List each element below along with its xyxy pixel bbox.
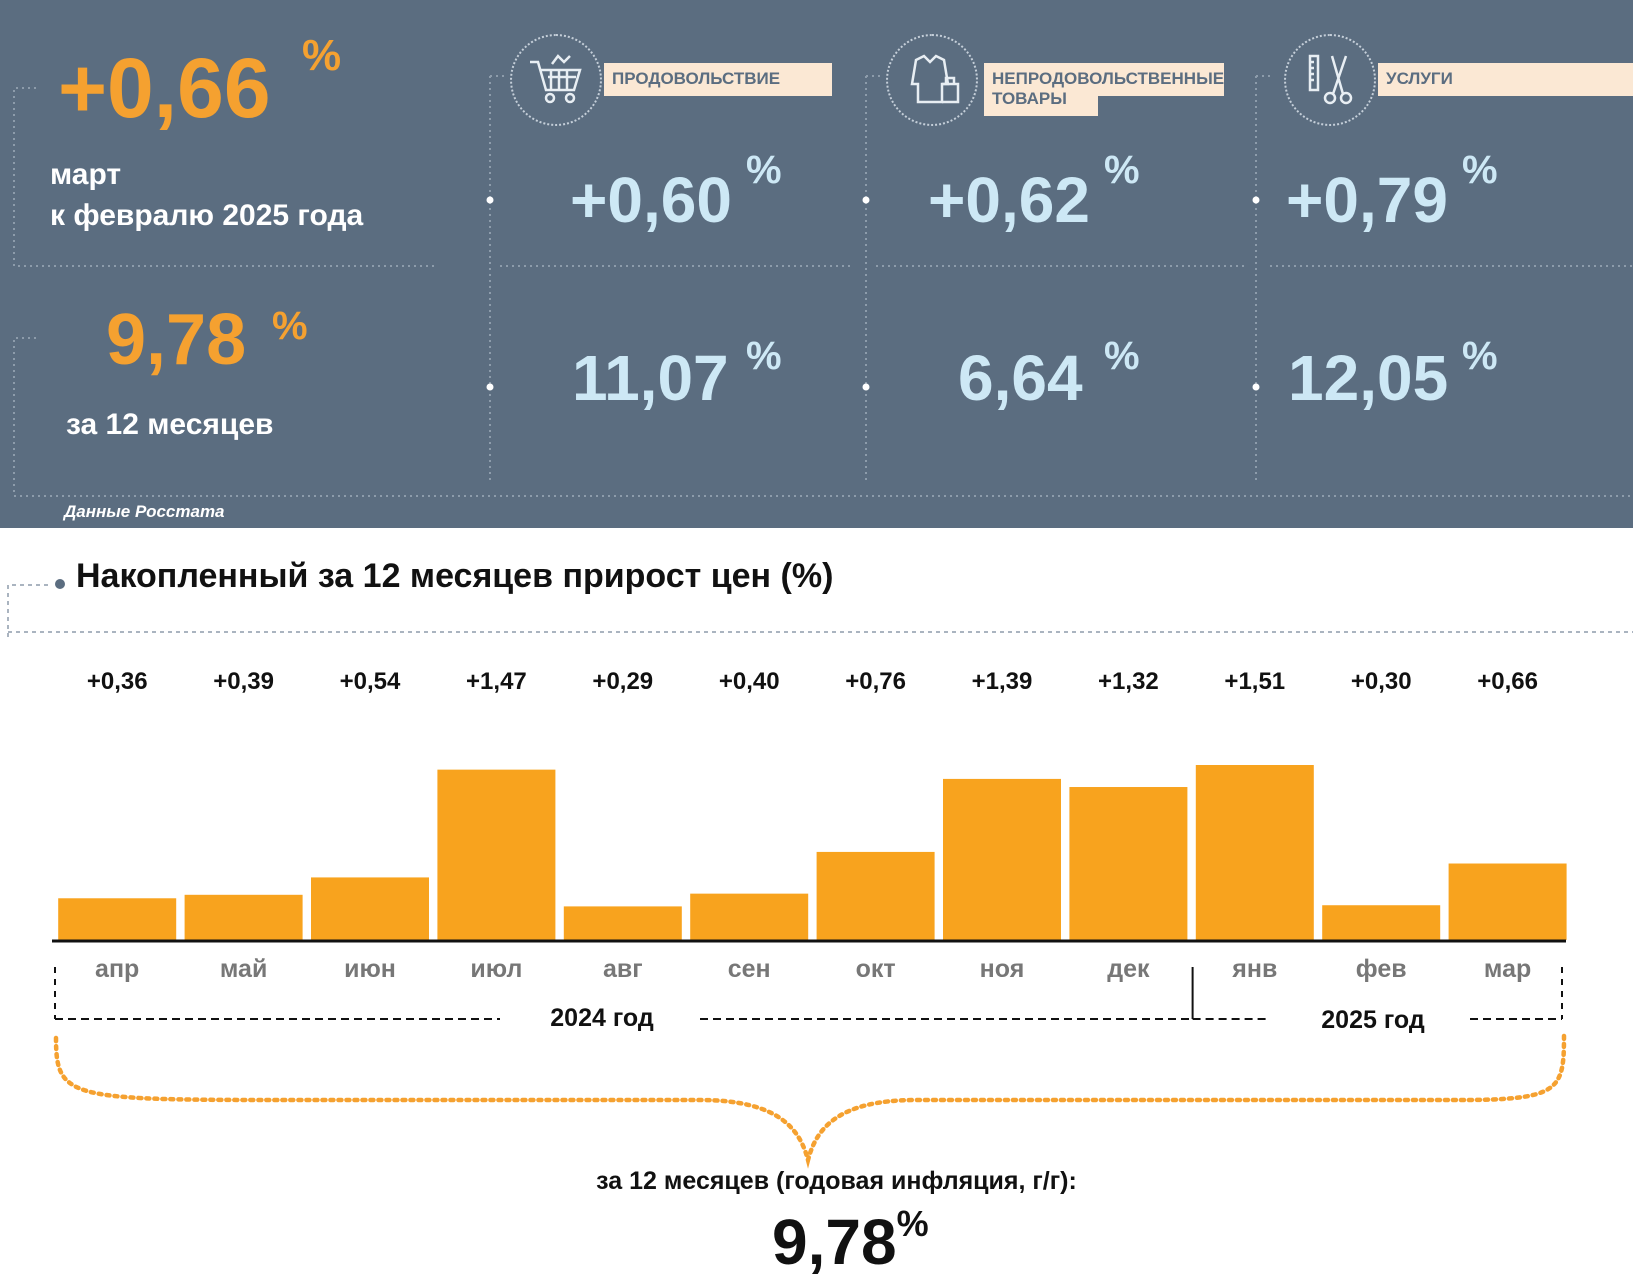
year-label-2025: 2025 год	[1321, 1006, 1425, 1034]
bar	[1448, 863, 1567, 940]
bar-value-label: +0,66	[1477, 668, 1538, 695]
title-bullet	[55, 579, 65, 589]
bar-value-label: +0,76	[845, 668, 906, 695]
annual-caption: за 12 месяцев	[66, 408, 274, 441]
bar	[816, 851, 935, 940]
bar-value-label: +1,32	[1098, 668, 1159, 695]
bar	[311, 877, 429, 940]
x-tick-label: ноя	[980, 955, 1025, 983]
x-tick-label: сен	[728, 955, 771, 983]
x-tick-label: май	[220, 955, 267, 983]
bar	[1069, 787, 1188, 940]
services-annual-unit: %	[1462, 334, 1498, 378]
x-tick-label: июн	[344, 955, 396, 983]
x-tick-label: дек	[1107, 955, 1150, 983]
annual-unit: %	[272, 304, 308, 348]
category-label-services: УСЛУГИ	[1378, 63, 1633, 96]
summary-panel: +0,66 % март к февралю 2025 года 9,78 % …	[0, 0, 1633, 528]
nonfood-annual-unit: %	[1104, 334, 1140, 378]
annual-value: 9,78	[106, 300, 247, 380]
category-label-food: ПРОДОВОЛЬСТВИЕ	[604, 63, 832, 96]
x-tick-label: апр	[95, 955, 139, 983]
food-annual-value: 11,07	[572, 342, 729, 414]
bar-value-label: +0,39	[213, 668, 274, 695]
bar-value-label: +1,39	[972, 668, 1033, 695]
nonfood-annual-value: 6,64	[958, 342, 1083, 414]
category-label-nonfood: НЕПРОДОВОЛЬСТВЕННЫЕ	[984, 63, 1224, 96]
x-tick-label: мар	[1484, 955, 1531, 983]
bar	[563, 906, 682, 940]
clothes-bag-icon	[886, 34, 978, 126]
food-monthly-value: +0,60	[570, 164, 732, 236]
monthly-value: +0,66	[58, 41, 271, 135]
bar-value-label: +0,29	[592, 668, 653, 695]
x-tick-label: июл	[470, 955, 522, 983]
panel-dotted-dividers	[13, 75, 1633, 497]
bar	[58, 898, 177, 940]
summary-value-number: 9,78	[772, 1206, 897, 1278]
orange-dotted-brace	[53, 1033, 1567, 1169]
bar	[1195, 765, 1314, 940]
monthly-caption-line1: март	[50, 158, 122, 191]
monthly-unit: %	[302, 31, 342, 80]
bar-value-label: +0,40	[719, 668, 780, 695]
x-tick-label: фев	[1356, 955, 1407, 983]
shopping-cart-icon	[510, 34, 602, 126]
x-tick-label: окт	[856, 955, 896, 983]
x-tick-label: авг	[603, 955, 643, 983]
monthly-caption-line2: к февралю 2025 года	[50, 199, 364, 232]
category-label-nonfood-line2: ТОВАРЫ	[984, 88, 1098, 116]
bar-value-label: +0,36	[87, 668, 148, 695]
source-note: Данные Росстата	[64, 502, 225, 521]
bar	[943, 778, 1061, 940]
x-tick-label: янв	[1231, 955, 1277, 983]
bar	[690, 893, 809, 940]
title-connector	[7, 584, 50, 637]
bar	[1322, 905, 1441, 940]
year-label-2024: 2024 год	[550, 1004, 654, 1032]
bar	[184, 894, 303, 940]
nonfood-monthly-value: +0,62	[928, 164, 1090, 236]
food-annual-unit: %	[746, 334, 782, 378]
summary-value: 9,78%	[772, 1206, 929, 1275]
bar-chart: +0,36 апр +0,39 май +0,54 июн +1,47 июл +0,29 авг…	[7, 579, 1633, 1169]
bar-value-label: +0,30	[1351, 668, 1412, 695]
services-monthly-unit: %	[1462, 148, 1498, 192]
bar-value-label: +0,54	[340, 668, 401, 695]
food-monthly-unit: %	[746, 148, 782, 192]
bar-value-label: +1,51	[1224, 668, 1285, 695]
summary-label: за 12 месяцев (годовая инфляция, г/г):	[596, 1167, 1077, 1195]
services-annual-value: 12,05	[1288, 342, 1449, 414]
services-monthly-value: +0,79	[1286, 164, 1448, 236]
bar	[437, 769, 556, 940]
chart-title: Накопленный за 12 месяцев прирост цен (%…	[76, 557, 834, 595]
summary-value-unit: %	[896, 1203, 929, 1244]
nonfood-monthly-unit: %	[1104, 148, 1140, 192]
bar-value-label: +1,47	[466, 668, 527, 695]
comb-scissors-icon	[1284, 34, 1376, 126]
